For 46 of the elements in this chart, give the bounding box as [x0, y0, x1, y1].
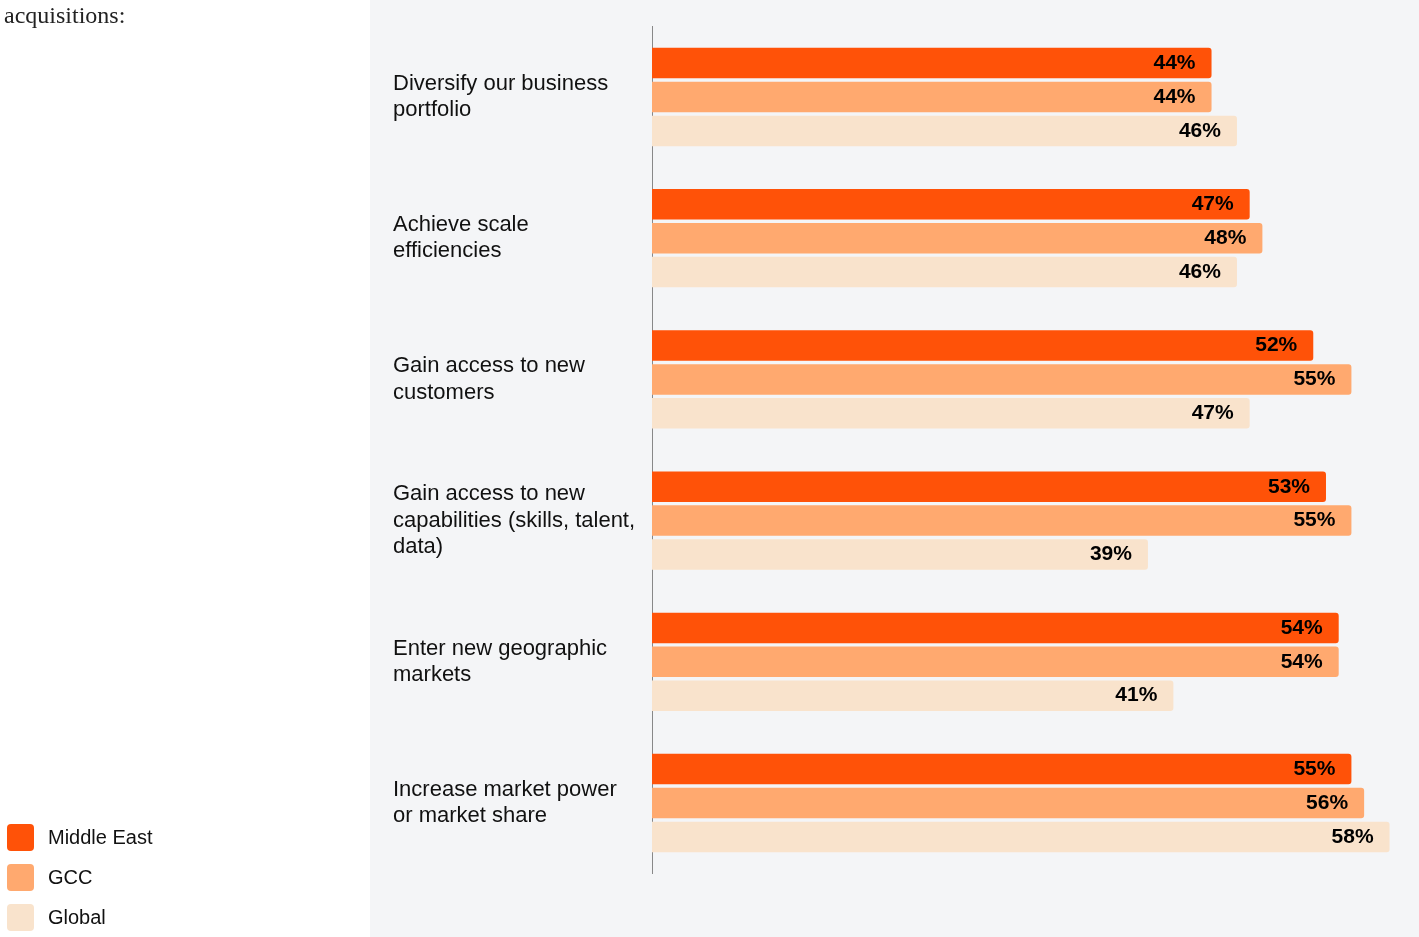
data-label: 44% — [1153, 49, 1196, 73]
bar — [652, 821, 1390, 853]
data-label: 47% — [1191, 400, 1235, 424]
data-label: 44% — [1153, 83, 1196, 107]
bar — [652, 81, 1212, 113]
text: acquisitions: — [4, 2, 126, 29]
data-label: 46% — [1178, 117, 1222, 141]
bar — [652, 505, 1352, 536]
data-label: 58% — [1331, 823, 1374, 847]
bar — [652, 364, 1352, 395]
data-label: 54% — [1280, 614, 1324, 638]
data-label: 48% — [1204, 225, 1247, 248]
bar — [652, 47, 1212, 79]
legend-label: GCC — [48, 865, 93, 889]
data-label: 53% — [1267, 473, 1311, 497]
bar — [652, 612, 1339, 644]
y-tick-label: Enter new geographic markets — [393, 634, 608, 687]
bar — [652, 753, 1352, 785]
legend-label: Middle East — [48, 825, 153, 849]
data-label: 56% — [1306, 789, 1349, 813]
y-tick-label: Achieve scale efficiencies — [393, 211, 529, 263]
data-label: 54% — [1280, 648, 1324, 672]
data-label: 46% — [1178, 258, 1222, 282]
bar — [652, 471, 1326, 502]
y-tick-label: Diversify our business portfolio — [393, 69, 609, 122]
data-label: 55% — [1293, 755, 1336, 779]
data-label: 55% — [1293, 366, 1336, 390]
y-tick-label: Gain access to new capabilities (skills, talent, data) — [393, 480, 636, 559]
bar — [652, 680, 1174, 711]
bar — [652, 398, 1250, 429]
y-tick-label: Gain access to new customers — [393, 352, 586, 404]
bar — [652, 115, 1237, 147]
data-label: 39% — [1089, 541, 1133, 565]
bar — [652, 330, 1314, 361]
bar — [652, 787, 1365, 819]
bar — [652, 222, 1263, 254]
legend-label: Global — [48, 905, 106, 929]
data-label: 55% — [1293, 507, 1336, 531]
bar — [652, 646, 1339, 678]
data-label: 52% — [1255, 332, 1298, 356]
y-tick-label: Increase market power or market share — [393, 775, 617, 828]
data-label: 41% — [1115, 682, 1158, 706]
data-label: 47% — [1191, 191, 1235, 215]
bar — [652, 539, 1148, 570]
bar — [652, 256, 1237, 288]
bar — [652, 189, 1250, 220]
